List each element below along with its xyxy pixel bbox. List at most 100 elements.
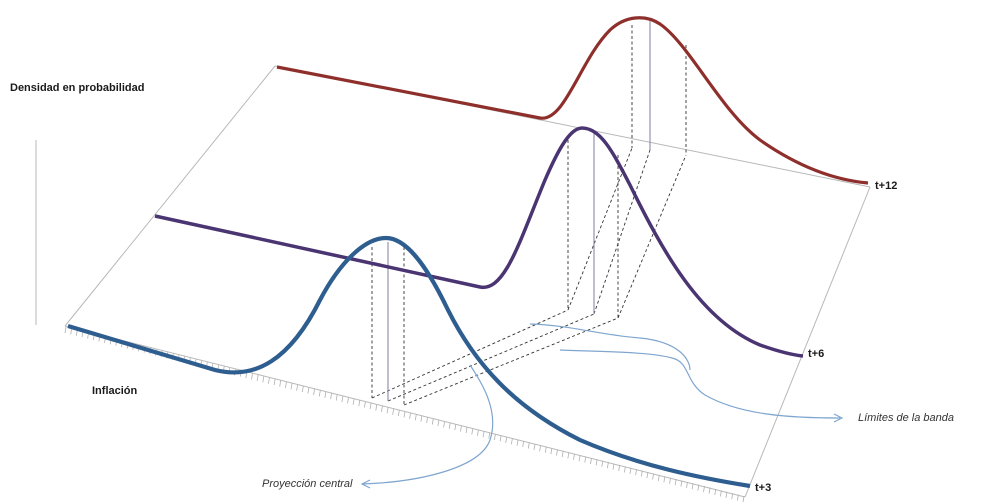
axis-tick xyxy=(392,408,395,415)
axis-tick xyxy=(273,379,276,386)
axis-tick xyxy=(296,384,298,391)
axis-tick xyxy=(556,449,558,456)
axis-tick xyxy=(527,442,530,449)
axis-tick xyxy=(460,425,462,432)
axis-tick xyxy=(397,410,400,417)
axis-tick xyxy=(494,433,496,441)
axis-tick xyxy=(635,469,637,476)
axis-tick xyxy=(663,476,666,483)
axis-tick xyxy=(725,491,728,498)
axis-tick xyxy=(703,486,705,493)
axis-tick xyxy=(330,393,332,400)
axis-tick xyxy=(268,377,270,384)
axis-tick xyxy=(381,405,383,412)
axis-tick xyxy=(669,477,671,484)
axis-tick xyxy=(505,436,508,443)
axis-tick xyxy=(607,462,609,469)
axis-tick xyxy=(358,400,361,407)
axis-tick xyxy=(511,438,513,445)
axis-tick xyxy=(618,464,621,472)
axis-tick xyxy=(324,391,327,398)
axis-tick xyxy=(612,463,615,470)
curve-t12 xyxy=(276,16,869,185)
central-projection-lines xyxy=(387,20,651,401)
axis-tick xyxy=(629,467,632,474)
axis-tick xyxy=(251,373,253,380)
curve-t3 xyxy=(67,235,751,489)
axis-tick xyxy=(657,474,660,481)
axis-tick xyxy=(369,403,372,410)
axis-tick xyxy=(686,481,688,488)
axis-tick xyxy=(256,374,259,381)
axis-tick xyxy=(640,470,643,477)
axis-tick xyxy=(307,387,310,394)
back-right-edge xyxy=(744,186,871,498)
axis-tick xyxy=(347,397,349,404)
axis-tick xyxy=(533,443,536,450)
axis-tick xyxy=(595,459,598,466)
axis-tick xyxy=(448,422,451,429)
central-projection-annotation: Proyección central xyxy=(262,478,353,490)
curve-label-t6: t+6 xyxy=(808,348,825,360)
axis-tick xyxy=(708,487,711,494)
axis-tick xyxy=(742,495,745,503)
curve-label-t12: t+12 xyxy=(875,180,898,192)
axis-tick xyxy=(471,428,474,435)
axis-tick xyxy=(403,411,406,418)
x-axis-label: Inflación xyxy=(92,385,138,397)
axis-tick xyxy=(341,395,344,403)
band-limits-annotation: Límites de la banda xyxy=(858,412,955,424)
curve-label-t3: t+3 xyxy=(755,482,772,494)
axis-tick xyxy=(443,421,445,428)
axis-tick xyxy=(465,426,468,434)
axis-tick xyxy=(697,484,700,491)
y-axis-label: Densidad en probabilidad xyxy=(10,82,145,94)
axis-tick xyxy=(714,488,717,496)
axis-tick xyxy=(674,479,677,486)
axis-tick xyxy=(70,328,73,335)
axis-tick xyxy=(720,490,722,497)
axis-tick xyxy=(516,439,519,446)
axis-tick xyxy=(646,472,649,479)
band-limit-guides xyxy=(371,25,687,406)
axis-tick xyxy=(590,457,592,465)
axis-tick xyxy=(477,429,479,436)
axis-tick xyxy=(335,394,338,401)
axis-tick xyxy=(431,418,434,425)
axis-tick xyxy=(652,473,654,480)
axis-tick xyxy=(279,380,282,387)
axis-tick xyxy=(680,480,683,487)
plot-frame xyxy=(35,65,871,498)
axis-tick xyxy=(386,407,389,414)
central-projection-callout xyxy=(360,364,494,489)
axis-tick xyxy=(544,446,547,453)
axis-tick xyxy=(550,448,553,455)
axis-tick xyxy=(262,376,265,383)
axis-tick xyxy=(737,494,739,501)
axis-tick xyxy=(409,412,411,419)
axis-tick xyxy=(352,398,355,405)
axis-tick xyxy=(482,431,485,438)
axis-tick xyxy=(414,414,417,421)
left-depth-edge xyxy=(64,65,276,327)
axis-tick xyxy=(522,441,525,448)
axis-tick xyxy=(313,388,315,396)
curve-t6 xyxy=(154,126,804,358)
axis-tick xyxy=(731,493,734,500)
axis-tick xyxy=(691,483,694,490)
axis-tick xyxy=(539,445,541,452)
axis-tick xyxy=(488,432,491,439)
axis-tick xyxy=(301,386,304,393)
axis-tick xyxy=(375,404,378,411)
axis-tick xyxy=(561,450,564,457)
band-limits-callout xyxy=(529,323,844,423)
axis-tick xyxy=(437,419,440,426)
axis-tick xyxy=(420,415,423,422)
axis-tick xyxy=(290,383,293,390)
axis-tick xyxy=(285,381,287,388)
axis-tick xyxy=(578,455,581,462)
axis-tick xyxy=(426,417,428,424)
axis-tick xyxy=(64,326,67,334)
axis-tick xyxy=(573,453,575,460)
